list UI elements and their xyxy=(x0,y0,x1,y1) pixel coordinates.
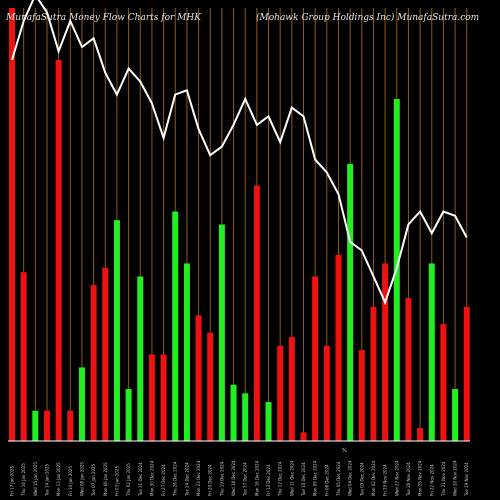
x-tick-label: Wed 08 Jan 2025 xyxy=(79,462,84,496)
bar xyxy=(55,59,62,442)
bar xyxy=(230,384,237,441)
x-tick-label: Fri 29 Nov 2024 xyxy=(383,464,388,496)
x-tick-label: Fri 22 Nov 2024 xyxy=(429,464,434,496)
bar xyxy=(218,224,225,441)
bar xyxy=(113,220,120,441)
x-tick-label: Tue 17 Dec 2024 xyxy=(243,462,248,497)
price-line xyxy=(11,0,468,306)
axis-marker: % xyxy=(342,448,347,454)
bar xyxy=(358,350,365,441)
x-tick-label: Mon 13 Jan 2025 xyxy=(56,462,61,496)
x-tick-label: Mon 09 Dec 2024 xyxy=(313,460,318,496)
x-tick-label: Fri 10 Jan 2025 xyxy=(68,466,73,496)
bar xyxy=(288,337,295,441)
bar xyxy=(67,410,74,441)
bar xyxy=(323,345,330,441)
bar xyxy=(428,263,435,441)
x-tick-label: Wed 20 Nov 2024 xyxy=(453,460,458,496)
x-tick-label: Thu 05 Dec 2024 xyxy=(336,461,341,497)
x-tick-label: Tue 19 Nov 2024 xyxy=(464,462,469,497)
bar xyxy=(300,432,307,441)
x-tick-label: Mon 02 Dec 2024 xyxy=(371,460,376,496)
bar xyxy=(405,298,412,441)
bar xyxy=(253,185,260,441)
x-tick-label: Wed 18 Dec 2024 xyxy=(231,460,236,496)
x-tick-label: Mon 06 Jan 2025 xyxy=(103,462,108,496)
x-tick-label: Tue 07 Jan 2025 xyxy=(91,463,96,497)
bar xyxy=(137,276,144,441)
bar xyxy=(102,267,109,441)
bar xyxy=(90,285,97,441)
bar xyxy=(32,410,39,441)
bar xyxy=(370,306,377,441)
x-tick-label: Mon 30 Dec 2024 xyxy=(149,460,154,496)
x-tick-label: Thu 16 Jan 2025 xyxy=(21,463,26,497)
bar xyxy=(242,393,249,441)
x-tick-label: Mon 16 Dec 2024 xyxy=(254,460,259,496)
bar xyxy=(335,254,342,441)
x-tick-label: Mon 23 Dec 2024 xyxy=(196,460,201,496)
bar xyxy=(148,354,155,441)
bar xyxy=(78,367,85,441)
x-tick-label: Fri 06 Dec 2024 xyxy=(324,464,329,496)
bar xyxy=(9,8,15,441)
bar xyxy=(20,272,27,441)
x-tick-label: Tue 14 Jan 2025 xyxy=(44,463,49,497)
x-tick-labels: Fri 17 Jan 2025 Thu 16 Jan 2025 Wed 15 Jan… xyxy=(10,460,470,497)
x-tick-label: Mon 25 Nov 2024 xyxy=(418,460,423,496)
x-tick-label: Tue 26 Nov 2024 xyxy=(406,462,411,497)
bar xyxy=(172,211,179,441)
x-tick-label: Fri 17 Jan 2025 xyxy=(10,466,15,496)
x-tick-label: Wed 15 Jan 2025 xyxy=(33,462,38,496)
x-tick-label: Tue 03 Dec 2024 xyxy=(359,462,364,497)
bar xyxy=(195,315,202,441)
bar xyxy=(417,428,424,441)
bar xyxy=(183,263,190,441)
x-tick-label: Wed 04 Dec 2024 xyxy=(348,460,353,496)
bar xyxy=(347,163,354,441)
bar xyxy=(207,332,214,441)
bar xyxy=(43,410,50,441)
bar xyxy=(277,345,284,441)
x-tick-label: Fri 13 Dec 2024 xyxy=(266,464,271,496)
x-tick-label: Fri 20 Dec 2024 xyxy=(208,464,213,496)
x-tick-label: Thu 26 Dec 2024 xyxy=(173,461,178,497)
chart-title: MunafaSutra Money Flow Charts for MHK xyxy=(5,13,202,23)
x-tick-label: Thu 19 Dec 2024 xyxy=(219,461,224,497)
x-tick-label: Wed 11 Dec 2024 xyxy=(289,460,294,496)
x-tick-label: Thu 12 Dec 2024 xyxy=(278,461,283,497)
x-tick-label: Thu 02 Jan 2025 xyxy=(126,463,131,497)
bars xyxy=(9,8,470,442)
bar xyxy=(312,276,319,441)
x-tick-label: Tue 31 Dec 2024 xyxy=(138,462,143,497)
bar xyxy=(160,354,167,441)
bar xyxy=(440,324,447,441)
x-tick-label: Thu 21 Nov 2024 xyxy=(441,461,446,497)
chart-subtitle: (Mohawk Group Holdings Inc) MunafaSutra.… xyxy=(256,12,479,23)
bar xyxy=(125,389,132,441)
x-tick-label: Wed 27 Nov 2024 xyxy=(394,460,399,496)
x-tick-label: Fri 27 Dec 2024 xyxy=(161,464,166,496)
x-tick-label: Tue 24 Dec 2024 xyxy=(184,462,189,497)
x-tick-label: Fri 03 Jan 2025 xyxy=(114,466,119,496)
bar xyxy=(265,402,272,441)
bar xyxy=(452,389,459,441)
x-tick-label: Tue 10 Dec 2024 xyxy=(301,462,306,497)
bar xyxy=(463,306,470,441)
bar xyxy=(382,263,389,441)
